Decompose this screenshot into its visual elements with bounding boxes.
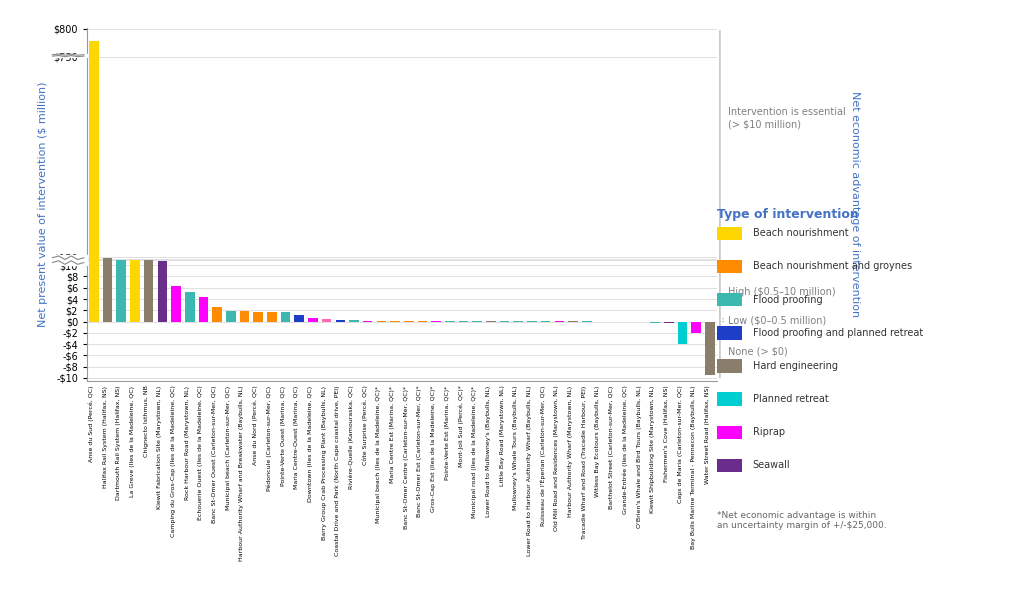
Text: Net economic advantage of intervention: Net economic advantage of intervention bbox=[850, 91, 860, 317]
Bar bbox=[212, 308, 222, 322]
Bar bbox=[199, 297, 208, 322]
Bar bbox=[362, 321, 373, 322]
Bar bbox=[322, 319, 332, 322]
Bar bbox=[102, 258, 113, 322]
Bar bbox=[336, 320, 345, 322]
Bar bbox=[89, 41, 98, 322]
Bar bbox=[143, 260, 154, 322]
Text: Low ($0–0.5 million): Low ($0–0.5 million) bbox=[727, 315, 825, 325]
Bar bbox=[171, 286, 181, 322]
Text: None (> $0): None (> $0) bbox=[727, 346, 787, 356]
Bar bbox=[295, 315, 304, 322]
Bar bbox=[240, 311, 249, 322]
Text: Beach nourishment: Beach nourishment bbox=[753, 228, 848, 238]
Text: Type of intervention: Type of intervention bbox=[717, 208, 858, 221]
Text: Riprap: Riprap bbox=[753, 427, 784, 437]
Text: *Net economic advantage is within
an uncertainty margin of +/-$25,000.: *Net economic advantage is within an unc… bbox=[717, 511, 887, 530]
Text: Beach nourishment and groynes: Beach nourishment and groynes bbox=[753, 262, 911, 271]
Bar bbox=[665, 322, 674, 323]
Text: Seawall: Seawall bbox=[753, 460, 791, 470]
Bar bbox=[117, 260, 126, 322]
Bar bbox=[226, 311, 236, 322]
Text: Planned retreat: Planned retreat bbox=[753, 394, 828, 404]
Text: Hard engineering: Hard engineering bbox=[753, 361, 838, 371]
Text: Flood proofing: Flood proofing bbox=[753, 295, 822, 305]
Bar bbox=[678, 322, 687, 344]
Bar bbox=[706, 322, 715, 375]
Y-axis label: Net present value of intervention ($ million): Net present value of intervention ($ mil… bbox=[38, 82, 48, 327]
Bar bbox=[185, 292, 195, 322]
Bar bbox=[349, 321, 358, 322]
Bar bbox=[49, 255, 87, 265]
Bar bbox=[650, 322, 660, 323]
Text: High ($0.5–10 million): High ($0.5–10 million) bbox=[727, 287, 836, 297]
Bar bbox=[49, 54, 87, 57]
Bar bbox=[308, 319, 317, 322]
Bar bbox=[253, 312, 263, 322]
Bar bbox=[281, 313, 291, 322]
Bar bbox=[691, 322, 701, 333]
Bar bbox=[130, 260, 139, 322]
Bar bbox=[158, 261, 167, 322]
Text: Intervention is essential
(> $10 million): Intervention is essential (> $10 million… bbox=[727, 107, 845, 129]
Bar bbox=[267, 312, 276, 322]
Text: Flood proofing and planned retreat: Flood proofing and planned retreat bbox=[753, 328, 923, 338]
